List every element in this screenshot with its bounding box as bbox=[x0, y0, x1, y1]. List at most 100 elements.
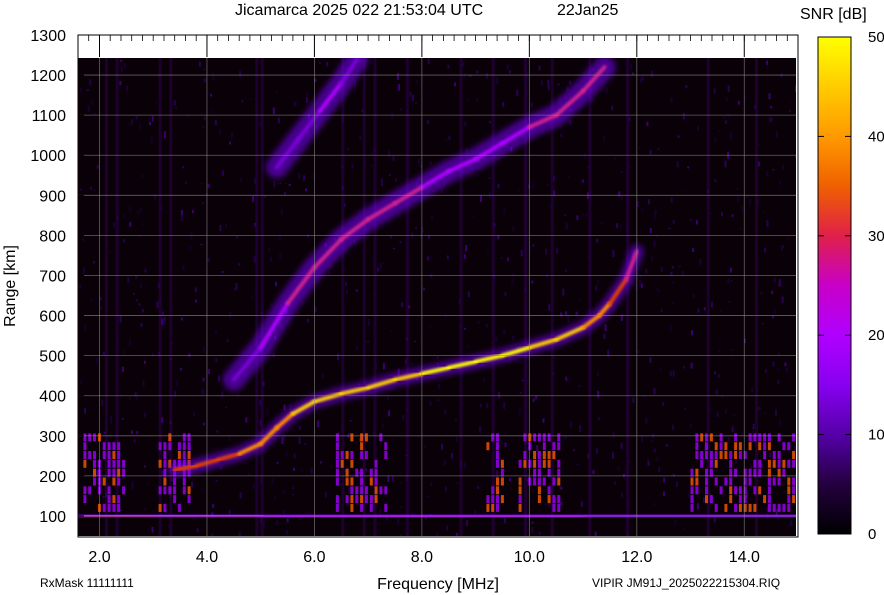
noise-speck bbox=[498, 392, 501, 399]
noise-speck bbox=[293, 453, 296, 459]
noise-speck bbox=[665, 444, 668, 447]
noise-speck bbox=[548, 503, 550, 506]
noise-speck bbox=[464, 121, 467, 127]
interference-block bbox=[374, 459, 378, 468]
noise-speck bbox=[713, 87, 716, 94]
noise-speck bbox=[391, 113, 394, 119]
interference-block bbox=[360, 486, 364, 495]
noise-speck bbox=[640, 207, 643, 212]
noise-speck bbox=[567, 379, 570, 382]
noise-speck bbox=[128, 123, 131, 127]
noise-speck bbox=[595, 448, 598, 454]
noise-speck bbox=[210, 93, 212, 97]
noise-speck bbox=[650, 255, 653, 262]
noise-speck bbox=[202, 202, 204, 204]
noise-speck bbox=[96, 164, 99, 169]
noise-speck bbox=[401, 302, 404, 308]
interference-block bbox=[695, 486, 699, 495]
noise-speck bbox=[429, 401, 432, 406]
noise-speck bbox=[445, 486, 447, 492]
interference-block bbox=[350, 486, 354, 495]
noise-speck bbox=[370, 164, 373, 167]
noise-speck bbox=[547, 79, 550, 86]
noise-speck bbox=[314, 78, 317, 83]
chart-date: 22Jan25 bbox=[557, 2, 618, 19]
noise-speck bbox=[381, 184, 384, 187]
interference-block bbox=[379, 486, 383, 495]
noise-speck bbox=[142, 380, 145, 387]
interference-block bbox=[528, 477, 532, 486]
noise-speck bbox=[662, 402, 665, 406]
noise-speck bbox=[344, 282, 347, 287]
y-tick-label: 900 bbox=[39, 188, 66, 205]
noise-speck bbox=[658, 289, 660, 293]
noise-speck bbox=[194, 299, 197, 303]
noise-speck bbox=[770, 117, 773, 123]
noise-speck bbox=[764, 248, 767, 253]
interference-stripe bbox=[524, 58, 527, 536]
noise-speck bbox=[254, 222, 257, 227]
noise-speck bbox=[122, 239, 125, 243]
noise-speck bbox=[718, 374, 720, 378]
noise-speck bbox=[456, 532, 459, 536]
interference-block bbox=[107, 451, 111, 459]
interference-block bbox=[695, 442, 699, 451]
noise-speck bbox=[285, 182, 287, 184]
noise-speck bbox=[649, 356, 652, 364]
noise-speck bbox=[786, 237, 789, 240]
interference-stripe bbox=[115, 58, 119, 536]
noise-speck bbox=[480, 195, 482, 202]
noise-speck bbox=[204, 269, 207, 272]
noise-speck bbox=[394, 178, 397, 182]
file-info-label: VIPIR JM91J_2025022215304.RIQ bbox=[592, 576, 780, 590]
noise-speck bbox=[620, 196, 623, 200]
interference-block bbox=[360, 495, 364, 504]
interference-block bbox=[767, 495, 771, 504]
noise-speck bbox=[141, 308, 144, 313]
colorbar-tick-label: 30 bbox=[868, 228, 884, 245]
noise-speck bbox=[164, 131, 166, 139]
noise-speck bbox=[613, 156, 616, 161]
noise-speck bbox=[188, 353, 191, 357]
interference-block bbox=[743, 477, 747, 486]
noise-speck bbox=[560, 502, 563, 506]
interference-block bbox=[102, 442, 106, 451]
interference-block bbox=[719, 451, 723, 459]
noise-speck bbox=[310, 468, 313, 474]
noise-speck bbox=[202, 126, 205, 129]
noise-speck bbox=[156, 301, 159, 309]
interference-block bbox=[523, 433, 527, 442]
noise-speck bbox=[409, 91, 412, 97]
noise-speck bbox=[463, 462, 466, 468]
noise-speck bbox=[221, 271, 224, 273]
noise-speck bbox=[683, 366, 686, 369]
noise-speck bbox=[725, 97, 728, 102]
noise-speck bbox=[293, 101, 296, 107]
trace-segment bbox=[215, 451, 242, 462]
noise-speck bbox=[180, 209, 183, 217]
rx-mask-label: RxMask 11111111 bbox=[40, 576, 134, 590]
noise-speck bbox=[397, 73, 399, 80]
noise-speck bbox=[154, 193, 156, 200]
noise-speck bbox=[423, 445, 426, 448]
interference-block bbox=[340, 451, 344, 459]
interference-block bbox=[763, 433, 767, 442]
interference-block bbox=[528, 459, 532, 468]
noise-speck bbox=[672, 370, 675, 377]
noise-speck bbox=[763, 411, 766, 415]
noise-speck bbox=[620, 314, 623, 321]
noise-speck bbox=[637, 350, 640, 354]
noise-speck bbox=[728, 300, 731, 304]
noise-speck bbox=[500, 257, 503, 259]
noise-speck bbox=[728, 437, 730, 441]
noise-speck bbox=[79, 284, 82, 289]
interference-block bbox=[709, 468, 713, 477]
noise-speck bbox=[671, 302, 674, 304]
noise-speck bbox=[441, 443, 443, 451]
interference-block bbox=[557, 468, 561, 477]
interference-block bbox=[335, 468, 339, 477]
interference-block bbox=[738, 495, 742, 504]
noise-speck bbox=[699, 259, 702, 265]
x-tick-label: 6.0 bbox=[303, 549, 325, 566]
interference-block bbox=[787, 459, 791, 468]
